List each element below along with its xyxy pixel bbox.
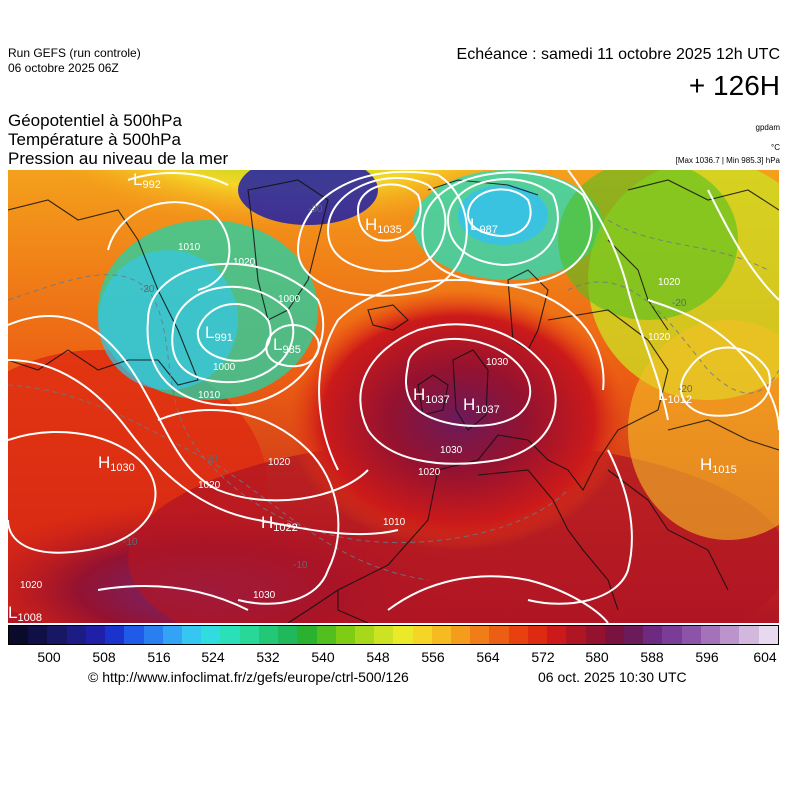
isobar-labels: 1010 1020 1000 1010 1020 1000 1020 1010 1020 1030… [20,242,681,601]
legend-tick-label: 516 [147,649,171,665]
run-date: 06 octobre 2025 06Z [8,61,119,75]
isobar-value: 1000 [278,294,301,305]
run-label: Run GEFS (run controle) [8,46,141,60]
legend-swatch [143,626,163,644]
legend-swatch [201,626,221,644]
legend-tick-label: 604 [753,649,777,665]
legend-swatch [28,626,48,644]
echeance-label: Echéance : samedi 11 octobre 2025 12h UT… [456,46,780,63]
unit-gpdam: gpdam [755,123,780,132]
legend-tick-label: 548 [366,649,390,665]
isobar-value: 1020 [198,480,221,491]
isobars [8,170,779,623]
legend-swatch [239,626,259,644]
title-pressure: Pression au niveau de la mer [8,149,229,168]
legend-tick-label: 588 [640,649,664,665]
isobar-value: 1020 [268,457,291,468]
title-temperature: Température à 500hPa [8,130,181,149]
legend-swatch [566,626,586,644]
legend-swatch [181,626,202,644]
isobar-value: 1010 [198,390,221,401]
unit-celsius: °C [771,143,780,152]
legend-swatch [297,626,317,644]
isotherm-value: -20 [672,298,687,309]
legend-tick-label: 508 [92,649,116,665]
isotherm-value: -10 [123,537,138,548]
legend-swatch [85,626,106,644]
legend-swatch [527,626,548,644]
generation-time: 06 oct. 2025 10:30 UTC [538,669,687,685]
legend-swatch [258,626,279,644]
isobar-value: 1010 [178,242,201,253]
legend-tick-label: 580 [585,649,609,665]
legend-swatch [624,626,644,644]
legend-swatch [47,626,67,644]
weather-map[interactable]: L992 H1035 L987 L991 L985 H1037 H1037 L1012 H103… [8,170,779,623]
isotherm-value: -20 [678,384,693,395]
temperature-labels: -20 -20 -20 -20 -10 -10 -30 [123,204,693,571]
legend-swatch [700,626,721,644]
isobar-value: 1010 [383,517,406,528]
isobar-value: 1020 [658,277,681,288]
isobar-value: 1020 [418,467,441,478]
legend-swatch [354,626,375,644]
legend-swatch [278,626,298,644]
legend-swatch [547,626,567,644]
legend-tick-label: 540 [311,649,335,665]
legend-swatch [604,626,624,644]
legend-tick-label: 564 [476,649,500,665]
isotherm-value: -10 [293,560,308,571]
legend-swatch [220,626,240,644]
isobar-value: 1030 [440,445,463,456]
isobar-value: 1020 [20,580,43,591]
isobar-value: 1020 [233,257,256,268]
legend-swatch [431,626,452,644]
legend-swatch [393,626,413,644]
isotherm-value: -20 [203,454,218,465]
legend-swatch [681,626,701,644]
source-url[interactable]: © http://www.infoclimat.fr/z/gefs/europe… [88,669,409,685]
legend-swatch [643,626,663,644]
legend-swatch [66,626,86,644]
legend-swatch [758,626,778,644]
legend-swatch [508,626,528,644]
isobar-value: 1000 [213,362,236,373]
legend-swatch [9,626,29,644]
legend-swatch [470,626,490,644]
legend-swatch [489,626,509,644]
isotherm-value: -20 [140,284,155,295]
isobar-value: 1030 [253,590,276,601]
legend-swatch [739,626,759,644]
forecast-offset: + 126H [688,70,780,101]
isobar-value: 1030 [486,357,509,368]
isotherm-value: -30 [308,204,323,215]
legend-swatch [162,626,182,644]
legend-swatch [662,626,682,644]
legend-swatch [124,626,144,644]
legend-tick-label: 524 [201,649,225,665]
isobar-value: 1020 [648,332,671,343]
color-scale-bar [8,625,779,645]
legend-swatch [316,626,336,644]
legend-tick-label: 532 [256,649,280,665]
legend-swatch [720,626,740,644]
max-min-pressure: [Max 1036.7 | Min 985.3] hPa [675,156,780,165]
legend-swatch [412,626,432,644]
legend-tick-label: 596 [695,649,719,665]
title-geopotential: Géopotentiel à 500hPa [8,111,182,130]
legend-swatch [451,626,471,644]
legend-swatch [585,626,605,644]
legend-swatch [374,626,394,644]
legend-swatch [105,626,125,644]
legend-tick-label: 572 [531,649,555,665]
legend-swatch [335,626,355,644]
legend-tick-label: 500 [37,649,61,665]
legend-tick-label: 556 [421,649,445,665]
